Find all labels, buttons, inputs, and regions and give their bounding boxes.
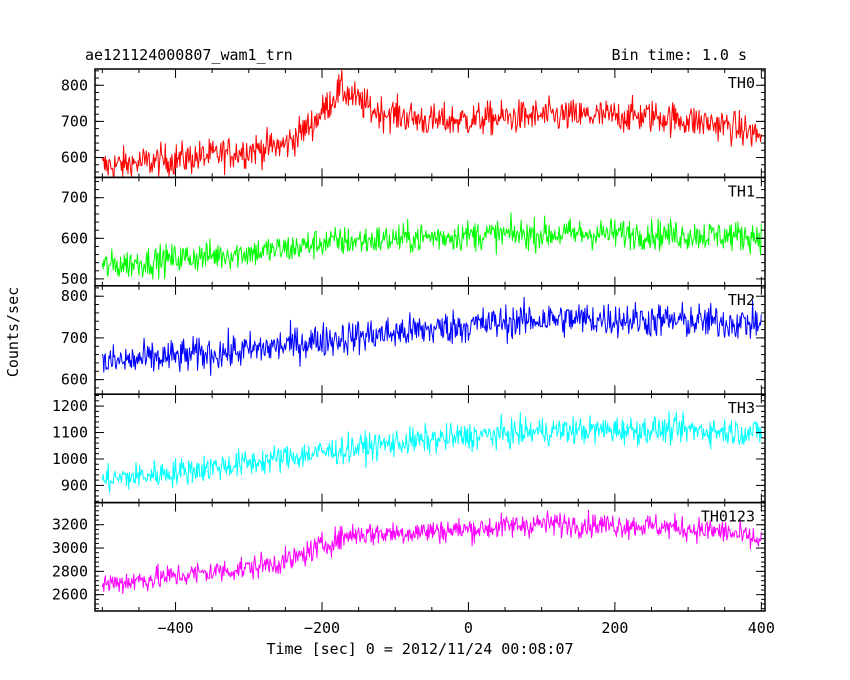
series-line-th0123 [101, 509, 762, 595]
panel-frame-th0123 [94, 501, 766, 612]
bin-time-label: Bin time: 1.0 s [612, 46, 747, 64]
y-tick-label: 900 [61, 476, 88, 494]
y-tick-label: 2800 [52, 562, 88, 580]
series-line-th0 [101, 69, 762, 177]
y-tick-label: 800 [61, 287, 88, 305]
y-tick-label: 800 [61, 76, 88, 94]
y-tick-label: 500 [61, 270, 88, 288]
y-tick-label: 700 [61, 329, 88, 347]
y-tick-label: 3200 [52, 516, 88, 534]
series-line-th1 [101, 212, 762, 280]
y-tick-label: 2600 [52, 586, 88, 604]
y-tick-label: 1100 [52, 424, 88, 442]
series-line-th3 [101, 410, 762, 493]
y-tick-label: 700 [61, 189, 88, 207]
x-tick-label: −200 [304, 619, 340, 637]
y-tick-label: 1200 [52, 397, 88, 415]
panel-label-th2: TH2 [728, 291, 755, 309]
panel-label-th0123: TH0123 [701, 508, 755, 526]
x-tick-label: 400 [748, 619, 775, 637]
panel-label-th3: TH3 [728, 399, 755, 417]
y-tick-label: 600 [61, 371, 88, 389]
x-tick-label: 0 [464, 619, 473, 637]
x-tick-label: 200 [601, 619, 628, 637]
y-tick-label: 600 [61, 229, 88, 247]
x-tick-label: −400 [157, 619, 193, 637]
panels-group: 600 700 800 TH0 500 600 700 TH1 600 700 800 TH2 900 1… [52, 68, 775, 637]
y-tick-label: 3000 [52, 539, 88, 557]
panel-label-th0: TH0 [728, 74, 755, 92]
y-tick-label: 1000 [52, 450, 88, 468]
plot-title: ae121124000807_wam1_trn [85, 46, 293, 64]
y-axis-label: Counts/sec [4, 287, 22, 377]
y-tick-label: 600 [61, 149, 88, 167]
panel-label-th1: TH1 [728, 182, 755, 200]
y-tick-label: 700 [61, 112, 88, 130]
series-line-th2 [101, 296, 762, 376]
x-axis-label: Time [sec] 0 = 2012/11/24 00:08:07 [266, 640, 573, 658]
